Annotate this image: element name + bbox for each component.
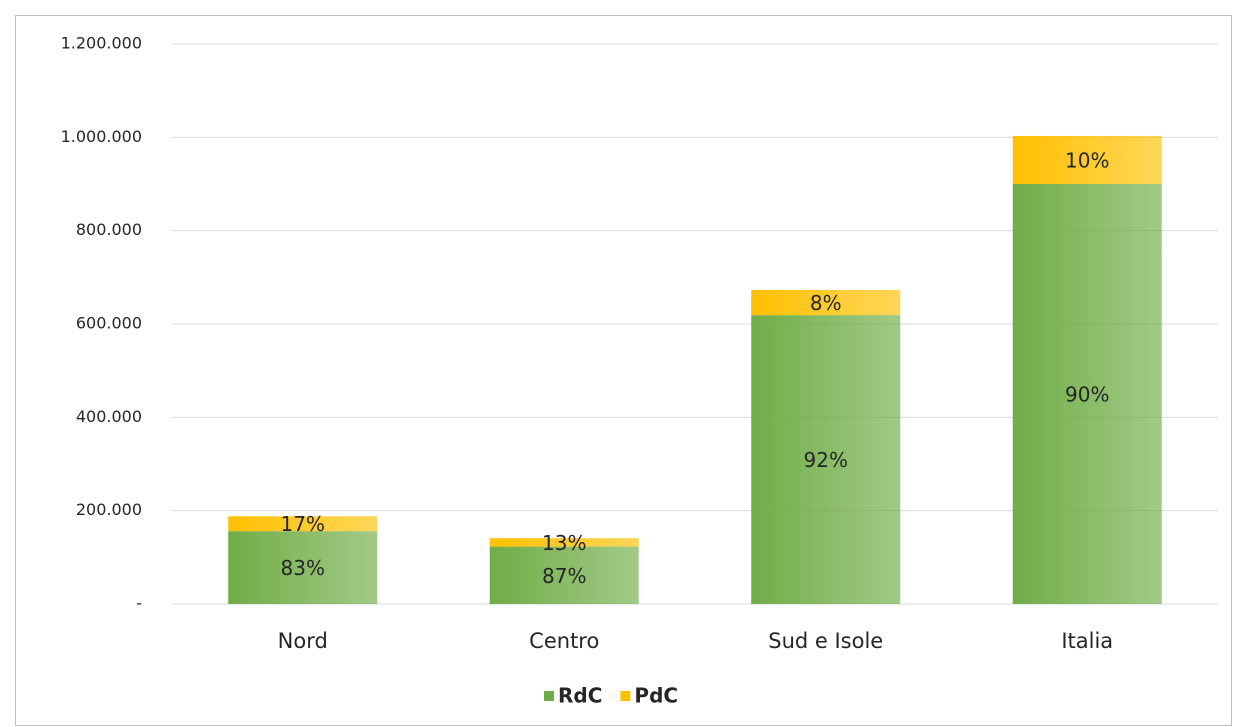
data-label: 17% xyxy=(281,512,325,536)
y-tick-label: 200.000 xyxy=(76,500,142,519)
data-label: 13% xyxy=(542,531,586,555)
legend-label: RdC xyxy=(558,684,602,708)
data-label: 83% xyxy=(281,556,325,580)
legend-swatch xyxy=(544,691,554,701)
bar-segment xyxy=(751,315,901,604)
bar-segment xyxy=(228,531,378,604)
y-tick-label: 400.000 xyxy=(76,407,142,426)
data-label: 87% xyxy=(542,564,586,588)
y-tick-label: 600.000 xyxy=(76,314,142,333)
bar-segment xyxy=(751,289,901,316)
x-tick-label: Italia xyxy=(1061,629,1113,653)
bar-segment xyxy=(489,546,639,604)
x-tick-label: Sud e Isole xyxy=(768,629,883,653)
x-tick-label: Centro xyxy=(529,629,599,653)
y-tick-label: 800.000 xyxy=(76,220,142,239)
x-tick-label: Nord xyxy=(278,629,328,653)
y-tick-label: - xyxy=(136,594,142,613)
legend-swatch xyxy=(620,691,631,701)
data-label: 8% xyxy=(810,291,842,315)
bar-segment xyxy=(1012,184,1162,604)
legend-label: PdC xyxy=(634,684,678,708)
y-tick-label: 1.200.000 xyxy=(61,34,142,53)
y-tick-label: 1.000.000 xyxy=(61,127,142,146)
data-label: 92% xyxy=(804,448,848,472)
data-label: 10% xyxy=(1065,148,1109,172)
data-label: 90% xyxy=(1065,383,1109,407)
bar-segment xyxy=(489,538,639,547)
bar-segment xyxy=(228,516,378,532)
bar-segment xyxy=(1012,135,1162,184)
